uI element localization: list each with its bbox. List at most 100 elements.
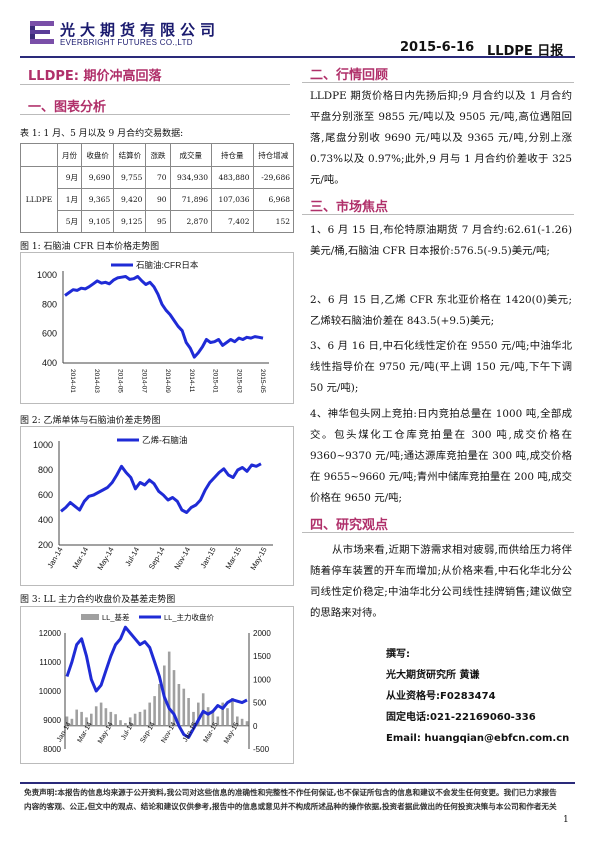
table-cell: 9,365 xyxy=(81,188,115,211)
basis-bar xyxy=(90,713,93,726)
legend-label-basis: LL_基差 xyxy=(102,612,130,622)
naphtha-price-chart: 400 600 800 1000 2014-01 2014-03 2014-05 2014-0… xyxy=(37,260,269,393)
author-label: 撰写: xyxy=(386,649,410,660)
author-block: 撰写: 光大期货研究所 黄谦 从业资格号:F0283474 固定电话:021-2… xyxy=(386,644,569,749)
basis-bar xyxy=(172,670,176,726)
table-row: LLDPE 9月 9,690 9,755 70 934,930 483,880 … xyxy=(20,166,295,233)
table-cell: 90 xyxy=(145,188,171,211)
table-cell: 71,896 xyxy=(169,188,213,211)
research-view-text: 从市场来看,近期下游需求相对疲弱,而供给压力将伴随着停车装置的开车而增加;从价格… xyxy=(310,544,572,619)
left-y-tick-label: 10000 xyxy=(39,687,62,696)
th-open-interest: 持仓量 xyxy=(211,143,254,167)
fig1-frame: 400 600 800 1000 2014-01 2014-03 2014-05 2014-0… xyxy=(20,252,294,404)
left-y-tick-label: 11000 xyxy=(39,658,61,667)
contract-data-table: 月份 收盘价 结算价 涨跌 成交量 持仓量 持仓增减 LLDPE 9月 9,69… xyxy=(20,143,295,233)
x-tick-label: Mar-15 xyxy=(224,546,244,571)
close-price-series-line xyxy=(65,625,248,739)
table-cell: 2,870 xyxy=(169,210,213,233)
legend-label-close: LL_主力收盘价 xyxy=(164,612,215,622)
table-cell: 70 xyxy=(145,166,171,189)
fig1-caption: 图 1: 石脑油 CFR 日本价格走势图 xyxy=(20,242,160,252)
x-tick-label: 2014-11 xyxy=(188,369,195,393)
basis-bar xyxy=(114,714,117,726)
table-row: 5月 9,105 9,125 95 2,870 7,402 152 xyxy=(21,210,295,233)
author-name: 光大期货研究所 黄谦 xyxy=(386,670,480,681)
y-tick-label: 600 xyxy=(38,490,53,500)
section3-underline xyxy=(302,214,574,215)
th-volume: 成交量 xyxy=(169,143,213,167)
y-tick-label: 400 xyxy=(38,515,53,525)
focus-item-3: 3、6 月 16 日,中石化线性定价在 9550 元/吨;中油华北线性指导价在 … xyxy=(310,340,572,394)
legend-swatch-basis xyxy=(81,614,99,620)
market-review-text: LLDPE 期货价格日内先扬后抑;9 月合约以及 1 月合约平盘分别涨至 985… xyxy=(310,90,572,186)
basis-bar xyxy=(226,708,229,726)
basis-bar xyxy=(201,693,205,726)
x-tick-label: 2015-05 xyxy=(259,369,266,393)
basis-bar xyxy=(119,720,122,726)
section2-underline xyxy=(302,82,574,83)
footer-divider xyxy=(20,782,575,784)
table-cell: 934,930 xyxy=(169,166,213,189)
focus-item-4: 4、神华包头网上竞拍:日内竞拍总量在 1000 吨,全部成交。包头煤化工仓库竞拍… xyxy=(310,408,572,504)
left-y-tick-label: 9000 xyxy=(43,716,61,725)
spread-series-line xyxy=(60,462,262,514)
basis-bar xyxy=(75,709,78,726)
basis-bar xyxy=(65,716,69,726)
y-tick-label: 600 xyxy=(42,329,57,339)
basis-bar xyxy=(245,721,249,726)
x-tick-label: Mar-14 xyxy=(71,546,91,571)
y-tick-label: 400 xyxy=(42,358,57,368)
disclaimer: 免责声明:本报告的信息均来源于公开资料,我公司对这些信息的准确性和完整性不作任何… xyxy=(24,788,557,811)
basis-bar xyxy=(158,684,161,726)
table-row: 1月 9,365 9,420 90 71,896 107,036 6,968 xyxy=(21,188,295,211)
basis-bar xyxy=(85,717,88,726)
everbright-logo-icon xyxy=(30,21,54,44)
table-cell: 6,968 xyxy=(252,188,295,211)
basis-bar xyxy=(133,713,137,726)
table-cell: 483,880 xyxy=(211,166,254,189)
basis-bar xyxy=(221,702,224,726)
y-tick-label: 800 xyxy=(42,299,57,309)
y-tick-label: 1000 xyxy=(33,440,53,450)
report-name: LLDPE 日报 xyxy=(487,44,564,59)
focus-item-2: 2、6 月 15 日,乙烯 CFR 东北亚价格在 1420(0)美元;乙烯较石脑… xyxy=(310,294,572,327)
basis-bar xyxy=(167,651,171,726)
basis-bar xyxy=(153,696,156,726)
right-y-tick-label: 2000 xyxy=(253,629,271,638)
x-tick-label: Mar-14 xyxy=(77,721,94,744)
author-cert: 从业资格号:F0283474 xyxy=(386,691,496,702)
title-underline xyxy=(20,84,290,85)
x-tick-label: 2014-09 xyxy=(164,369,171,393)
x-tick-label: Sep-14 xyxy=(139,721,156,744)
focus-item-1: 1、6 月 15 日,布伦特原油期货 7 月合约:62.61(-1.26)美元/… xyxy=(310,224,572,257)
x-tick-label: Jul-14 xyxy=(123,546,141,568)
x-tick-label: 2014-05 xyxy=(117,369,124,393)
x-tick-label: May-15 xyxy=(223,721,241,745)
section-market-review: 二、行情回顾 xyxy=(310,68,389,83)
section-market-focus: 三、市场焦点 xyxy=(310,200,389,215)
page-number: 1 xyxy=(563,815,569,825)
y-tick-label: 200 xyxy=(38,540,53,550)
table-cell: 9月 xyxy=(56,166,83,189)
legend-label: 石脑油:CFR日本 xyxy=(136,260,199,270)
x-tick-label: Sep-14 xyxy=(147,546,167,571)
left-y-tick-label: 12000 xyxy=(39,629,62,638)
basis-bar xyxy=(177,684,181,726)
x-tick-label: May-15 xyxy=(248,546,268,572)
basis-bar xyxy=(104,708,108,726)
table-cell: 95 xyxy=(145,210,171,233)
x-tick-label: 2014-07 xyxy=(140,369,147,393)
x-tick-label: Mar-15 xyxy=(203,721,220,744)
basis-bar xyxy=(192,711,195,726)
author-email: Email: huangqian@ebfcn.com.cn xyxy=(386,733,570,744)
table-cell: 107,036 xyxy=(211,188,254,211)
basis-bar xyxy=(231,698,234,726)
fig2-frame: 200 400 600 800 1000 Jan-14 Mar-14 May-14 Jul-14… xyxy=(20,426,294,586)
table-cell: 9,105 xyxy=(81,210,115,233)
table-cell: 152 xyxy=(252,210,295,233)
th-settle: 结算价 xyxy=(113,143,147,167)
x-tick-label: 2014-01 xyxy=(69,369,76,393)
report-date: 2015-6-16 xyxy=(400,40,475,55)
x-tick-label: 2014-03 xyxy=(93,369,100,393)
x-tick-label: Nov-14 xyxy=(160,721,177,744)
